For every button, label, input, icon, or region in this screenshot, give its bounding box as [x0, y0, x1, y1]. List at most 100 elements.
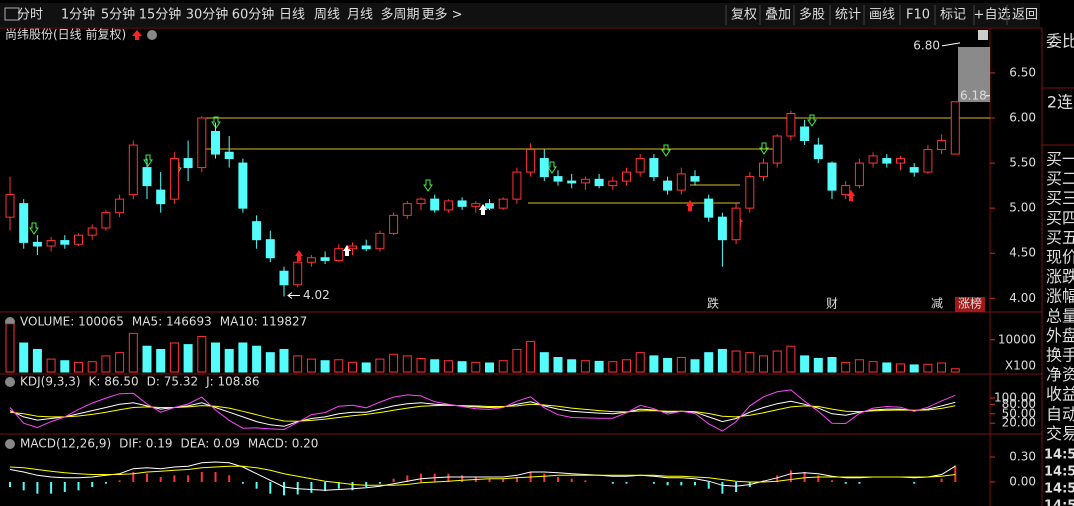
toolbar-button[interactable]: 叠加 [765, 8, 791, 23]
toolbar-button[interactable]: 5分钟 [101, 7, 135, 23]
side-label: 收益 [1046, 385, 1074, 404]
toolbar-button[interactable]: 统计 [835, 8, 861, 23]
toolbar-button[interactable]: 日线 [279, 8, 305, 23]
candle-body [937, 140, 947, 151]
toolbar-button[interactable]: 返回 [1012, 8, 1038, 23]
candle-body [457, 200, 467, 207]
candle-body [74, 234, 83, 245]
candle-body [704, 198, 714, 218]
y-tick-label: 6.00 [1009, 111, 1036, 125]
candle-body [224, 151, 234, 160]
side-label: 买一 [1046, 150, 1074, 169]
volume-bar [950, 368, 960, 373]
candle-body [128, 144, 138, 196]
y-tick-label: 5.50 [1009, 156, 1036, 170]
candle-body [265, 239, 275, 259]
candle-body [498, 198, 508, 209]
y-tick-label: 4.50 [1009, 246, 1036, 260]
candle-body [772, 135, 782, 164]
candle-body [827, 162, 837, 191]
toolbar-button[interactable]: +自选 [974, 8, 1011, 23]
volume-bar [937, 362, 947, 373]
volume-bar [498, 360, 508, 373]
indicator-header: MA5: 146693 [132, 315, 212, 329]
volume-bar [87, 361, 97, 373]
indicator-header: MACD(12,26,9) [20, 437, 111, 451]
y-tick-label: 4.00 [1009, 291, 1036, 305]
window-icon[interactable] [978, 30, 988, 40]
side-time: 14:5 [1044, 482, 1074, 497]
y-tick-label: 80.00 [1002, 397, 1036, 411]
candle-body [635, 158, 645, 173]
candle-body [676, 173, 686, 191]
indicator-header: K: 86.50 [89, 375, 139, 389]
y-tick-label: 100.00 [994, 391, 1036, 405]
volume-bar [348, 361, 357, 373]
volume-bar [46, 358, 56, 373]
candle-body [238, 162, 248, 209]
volume-bar [430, 359, 440, 373]
volume-bar [128, 332, 138, 373]
candle-body [320, 257, 330, 261]
volume-bar [197, 336, 207, 373]
toolbar-button[interactable]: 月线 [347, 8, 373, 23]
volume-bar [909, 364, 919, 373]
candle-body [882, 158, 892, 164]
candle-body [60, 240, 70, 245]
volume-bar [375, 358, 385, 373]
toolbar-button[interactable]: F10 [906, 8, 930, 23]
toolbar-button[interactable]: 画线 [869, 8, 895, 23]
unit-label: X100 [1005, 359, 1036, 373]
annotation-pointer [941, 42, 961, 47]
event-label: 跌 [707, 296, 719, 311]
volume-bar [882, 362, 892, 373]
indicator-line [9, 465, 956, 486]
toolbar-button[interactable]: 标记 [940, 8, 966, 23]
toolbar-button[interactable]: 分时 [17, 8, 43, 23]
candle-body [46, 240, 56, 247]
candle-body [622, 171, 631, 182]
side-label: 买四 [1046, 208, 1074, 227]
candle-body [402, 203, 412, 216]
candle-body [279, 270, 289, 286]
candle-body [649, 158, 659, 178]
menu-icon[interactable] [4, 7, 20, 21]
volume-bar [704, 352, 714, 373]
toolbar-button[interactable]: 周线 [314, 8, 340, 23]
toolbar-button[interactable]: 更多 > [421, 7, 462, 23]
price-annotation: 4.02 [303, 288, 330, 302]
panel-icon [5, 377, 15, 387]
toolbar-button[interactable]: 30分钟 [186, 7, 229, 23]
toolbar-button[interactable]: 多周期 [380, 7, 419, 23]
side-label: 委比 [1046, 32, 1074, 51]
settings-icon[interactable] [147, 30, 157, 40]
volume-bar [567, 359, 577, 373]
side-time: 14:5 [1044, 448, 1074, 463]
toolbar-button[interactable]: 15分钟 [139, 7, 182, 23]
side-label: 换手 [1046, 346, 1074, 365]
candle-body [731, 207, 741, 241]
candle-body [690, 176, 700, 182]
toolbar-button[interactable]: 60分钟 [232, 7, 275, 23]
price-annotation: 6.18 [960, 88, 987, 102]
volume-bar [32, 348, 42, 373]
toolbar-button[interactable]: 1分钟 [61, 7, 95, 23]
toolbar-button[interactable]: 复权 [731, 7, 757, 23]
volume-bar [868, 361, 878, 373]
volume-bar [169, 342, 179, 373]
volume-bar [471, 361, 481, 373]
candle-body [115, 198, 125, 214]
indicator-header: MA10: 119827 [220, 315, 308, 329]
side-label: 买三 [1046, 189, 1074, 208]
volume-bar [457, 361, 467, 373]
candle-body [87, 227, 97, 236]
volume-bar [800, 355, 810, 373]
volume-bar [539, 352, 549, 373]
indicator-line [9, 403, 956, 422]
toolbar [0, 3, 1040, 27]
toolbar-button[interactable]: 多股 [799, 7, 825, 23]
candle-body [594, 178, 604, 187]
volume-bar [923, 363, 933, 373]
